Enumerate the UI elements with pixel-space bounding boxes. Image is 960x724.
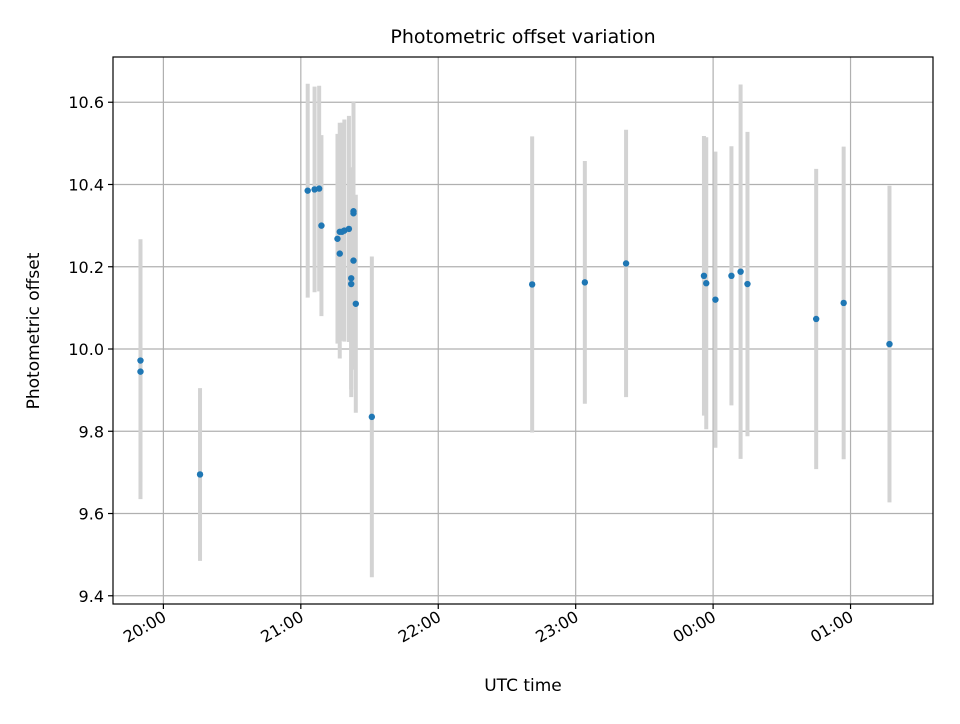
data-point xyxy=(318,222,325,229)
data-point xyxy=(812,315,820,323)
data-point xyxy=(315,185,323,192)
y-axis-ticks: 9.4 9.6 9.8 10.0 10.2 10.4 10.6 xyxy=(68,93,113,606)
data-point xyxy=(737,268,744,275)
data-point xyxy=(345,225,353,233)
y-tick-label: 9.6 xyxy=(79,505,104,524)
data-point xyxy=(348,275,355,282)
data-point xyxy=(886,340,893,348)
plot-area xyxy=(113,57,933,604)
plot-frame xyxy=(112,56,934,605)
data-point xyxy=(350,257,357,264)
y-tick-label: 10.0 xyxy=(68,340,104,359)
chart-title: Photometric offset variation xyxy=(390,26,655,48)
data-point xyxy=(137,368,144,375)
data-point xyxy=(336,250,343,257)
grid-layer xyxy=(113,57,933,604)
data-point xyxy=(744,280,751,288)
data-point xyxy=(712,296,719,303)
y-axis-label: Photometric offset xyxy=(24,252,44,409)
data-point xyxy=(350,210,357,217)
y-tick-label: 10.2 xyxy=(68,258,104,277)
data-point xyxy=(581,279,589,286)
y-tick-label: 10.6 xyxy=(68,93,104,112)
data-point xyxy=(304,187,311,194)
y-tick-label: 9.8 xyxy=(79,422,104,441)
data-point xyxy=(368,413,376,421)
data-point xyxy=(334,235,341,242)
data-point xyxy=(196,471,204,478)
data-point xyxy=(622,260,630,267)
data-point xyxy=(528,281,536,288)
data-point xyxy=(703,280,710,287)
x-axis-label: UTC time xyxy=(484,676,562,696)
data-point xyxy=(700,272,708,279)
data-point xyxy=(348,280,355,288)
data-point xyxy=(352,300,359,307)
y-tick-label: 10.4 xyxy=(68,175,104,194)
data-point xyxy=(728,272,735,279)
y-tick-label: 9.4 xyxy=(79,587,104,606)
data-point xyxy=(840,299,847,307)
point-layer xyxy=(137,185,893,478)
data-point xyxy=(137,357,144,364)
